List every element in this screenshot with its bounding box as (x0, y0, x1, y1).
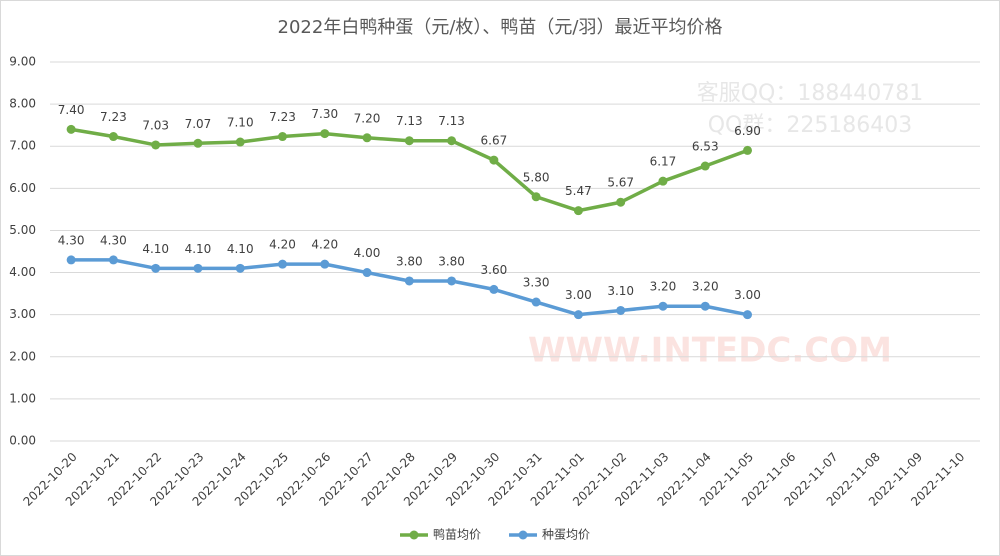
legend-label: 鸭苗均价 (433, 528, 481, 542)
data-label: 3.30 (523, 276, 550, 290)
y-tick-label: 5.00 (9, 223, 36, 237)
data-label: 3.80 (396, 254, 423, 268)
point (193, 138, 203, 148)
data-label: 7.23 (100, 110, 127, 124)
data-label: 6.67 (481, 134, 508, 148)
data-label: 7.23 (269, 110, 296, 124)
data-label: 4.20 (311, 238, 338, 252)
data-label: 7.40 (58, 103, 85, 117)
point (362, 133, 372, 143)
point (743, 310, 752, 320)
y-tick-label: 7.00 (9, 139, 36, 153)
data-label: 3.20 (692, 280, 719, 294)
point (151, 263, 161, 273)
y-tick-label: 3.00 (9, 307, 36, 321)
data-label: 5.47 (565, 184, 592, 198)
legend-marker (518, 530, 528, 540)
point (193, 263, 203, 273)
data-label: 6.90 (734, 124, 761, 138)
legend-label: 种蛋均价 (542, 528, 590, 542)
data-label: 4.10 (185, 242, 212, 256)
point (447, 276, 457, 286)
point (573, 310, 583, 320)
point (151, 140, 161, 150)
point (278, 132, 287, 142)
point (362, 268, 372, 278)
watermark: 客服QQ：188440781 (697, 81, 924, 106)
point (447, 136, 457, 146)
point (573, 206, 583, 216)
point (108, 255, 118, 265)
data-label: 6.53 (692, 140, 719, 154)
chart-title: 2022年白鸭种蛋（元/枚）、鸭苗（元/羽）最近平均价格 (278, 17, 723, 38)
point (531, 192, 541, 202)
point (489, 284, 499, 294)
point (404, 136, 414, 146)
data-label: 4.30 (100, 233, 127, 247)
watermark: WWW.INTEDC.COM (528, 331, 892, 371)
y-tick-label: 8.00 (9, 97, 36, 111)
point (700, 161, 710, 171)
legend-marker (409, 530, 419, 540)
y-tick-label: 2.00 (9, 349, 36, 363)
y-tick-label: 4.00 (9, 265, 36, 279)
data-label: 3.00 (565, 288, 592, 302)
point (320, 259, 330, 269)
data-label: 7.13 (396, 114, 423, 128)
data-label: 3.60 (481, 263, 508, 277)
point (320, 129, 330, 139)
data-label: 7.13 (438, 114, 465, 128)
data-label: 4.30 (58, 233, 85, 247)
y-tick-label: 6.00 (9, 181, 36, 195)
data-label: 4.00 (354, 246, 381, 260)
point (404, 276, 414, 286)
y-tick-label: 0.00 (9, 434, 36, 448)
point (658, 301, 668, 311)
point (278, 259, 287, 269)
point (66, 255, 76, 265)
point (616, 197, 626, 207)
point (658, 176, 668, 186)
data-label: 7.30 (311, 107, 338, 121)
data-label: 5.80 (523, 170, 550, 184)
data-label: 4.20 (269, 238, 296, 252)
data-label: 3.10 (607, 284, 634, 298)
data-label: 7.03 (142, 118, 169, 132)
data-label: 7.10 (227, 116, 254, 130)
point (108, 132, 118, 142)
data-label: 7.20 (354, 111, 381, 125)
point (616, 305, 626, 315)
point (531, 297, 541, 307)
point (235, 137, 245, 147)
y-tick-label: 9.00 (9, 55, 36, 69)
data-label: 4.10 (227, 242, 254, 256)
watermark: QQ群：225186403 (708, 113, 913, 138)
point (700, 301, 710, 311)
point (489, 155, 499, 165)
data-label: 6.17 (650, 155, 677, 169)
data-label: 5.67 (607, 176, 634, 190)
y-tick-label: 1.00 (9, 391, 36, 405)
data-label: 7.07 (185, 117, 212, 131)
point (66, 124, 76, 134)
data-label: 3.80 (438, 254, 465, 268)
data-label: 3.20 (650, 280, 677, 294)
data-label: 3.00 (734, 288, 761, 302)
point (235, 263, 245, 273)
point (743, 145, 752, 155)
data-label: 4.10 (142, 242, 169, 256)
